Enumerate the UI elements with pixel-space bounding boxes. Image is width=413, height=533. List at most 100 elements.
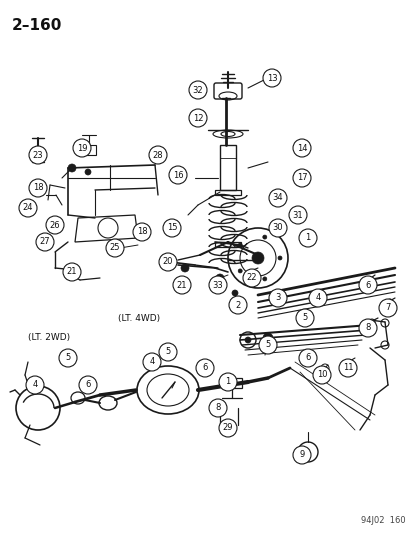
Text: 18: 18: [136, 228, 147, 237]
Text: 20: 20: [162, 257, 173, 266]
Circle shape: [218, 419, 236, 437]
Text: 25: 25: [109, 244, 120, 253]
Bar: [214, 242, 240, 247]
Text: 33: 33: [212, 280, 223, 289]
Text: 5: 5: [301, 313, 307, 322]
Circle shape: [133, 223, 151, 241]
Circle shape: [59, 349, 77, 367]
Circle shape: [180, 264, 189, 272]
Text: 5: 5: [265, 341, 270, 350]
Text: 3: 3: [275, 294, 280, 303]
Text: 27: 27: [40, 238, 50, 246]
Circle shape: [268, 289, 286, 307]
Text: 10: 10: [316, 370, 326, 379]
Text: 28: 28: [152, 150, 163, 159]
Text: 24: 24: [23, 204, 33, 213]
Circle shape: [262, 333, 272, 343]
Circle shape: [358, 276, 376, 294]
Circle shape: [228, 379, 235, 387]
Text: 4: 4: [32, 381, 38, 390]
Circle shape: [295, 309, 313, 327]
Circle shape: [216, 274, 223, 282]
Text: 17: 17: [296, 174, 306, 182]
Text: 16: 16: [172, 171, 183, 180]
Text: 18: 18: [33, 183, 43, 192]
Circle shape: [149, 146, 166, 164]
Text: 8: 8: [364, 324, 370, 333]
Text: (LT. 2WD): (LT. 2WD): [28, 334, 70, 343]
Circle shape: [26, 376, 44, 394]
Text: 8: 8: [215, 403, 220, 413]
Text: 21: 21: [66, 268, 77, 277]
Text: 6: 6: [304, 353, 310, 362]
Bar: [82, 145, 96, 155]
Circle shape: [292, 446, 310, 464]
Text: 15: 15: [166, 223, 177, 232]
Text: 4: 4: [149, 358, 154, 367]
Circle shape: [106, 239, 124, 257]
Text: 2: 2: [235, 301, 240, 310]
Circle shape: [85, 169, 91, 175]
Circle shape: [277, 256, 281, 260]
Text: 31: 31: [292, 211, 303, 220]
Circle shape: [298, 349, 316, 367]
Circle shape: [288, 206, 306, 224]
Circle shape: [308, 289, 326, 307]
Text: 23: 23: [33, 150, 43, 159]
Circle shape: [231, 290, 237, 296]
Circle shape: [195, 359, 214, 377]
Circle shape: [159, 343, 177, 361]
Circle shape: [173, 276, 190, 294]
Circle shape: [298, 229, 316, 247]
Circle shape: [268, 219, 286, 237]
Text: 22: 22: [246, 273, 256, 282]
Text: 14: 14: [296, 143, 306, 152]
Text: 6: 6: [202, 364, 207, 373]
Circle shape: [237, 269, 242, 273]
Circle shape: [312, 366, 330, 384]
Text: 30: 30: [272, 223, 282, 232]
Text: 4: 4: [315, 294, 320, 303]
Circle shape: [358, 319, 376, 337]
Circle shape: [163, 219, 180, 237]
Circle shape: [29, 179, 47, 197]
Circle shape: [209, 276, 226, 294]
Text: 21: 21: [176, 280, 187, 289]
Text: 34: 34: [272, 193, 282, 203]
Text: 29: 29: [222, 424, 233, 432]
Circle shape: [142, 353, 161, 371]
Circle shape: [228, 296, 247, 314]
Text: 5: 5: [165, 348, 170, 357]
Circle shape: [262, 69, 280, 87]
Text: 9: 9: [299, 450, 304, 459]
Circle shape: [218, 373, 236, 391]
Text: 12: 12: [192, 114, 203, 123]
Text: 13: 13: [266, 74, 277, 83]
Bar: [219, 145, 235, 190]
Circle shape: [169, 166, 187, 184]
Circle shape: [209, 399, 226, 417]
Text: 7: 7: [385, 303, 390, 312]
Circle shape: [259, 336, 276, 354]
Circle shape: [189, 109, 206, 127]
Text: 1: 1: [305, 233, 310, 243]
Text: 94J02  160: 94J02 160: [361, 516, 405, 525]
Circle shape: [242, 269, 260, 287]
Circle shape: [68, 164, 76, 172]
Circle shape: [189, 81, 206, 99]
Circle shape: [237, 243, 242, 247]
Bar: [214, 190, 240, 195]
Circle shape: [46, 216, 64, 234]
Circle shape: [79, 376, 97, 394]
Text: 6: 6: [85, 381, 90, 390]
Bar: [221, 378, 242, 388]
Circle shape: [252, 252, 263, 264]
Text: 19: 19: [76, 143, 87, 152]
Circle shape: [262, 235, 266, 239]
Circle shape: [63, 263, 81, 281]
Circle shape: [244, 337, 250, 343]
Text: 11: 11: [342, 364, 352, 373]
Circle shape: [19, 199, 37, 217]
Text: 32: 32: [192, 85, 203, 94]
Text: 1: 1: [225, 377, 230, 386]
